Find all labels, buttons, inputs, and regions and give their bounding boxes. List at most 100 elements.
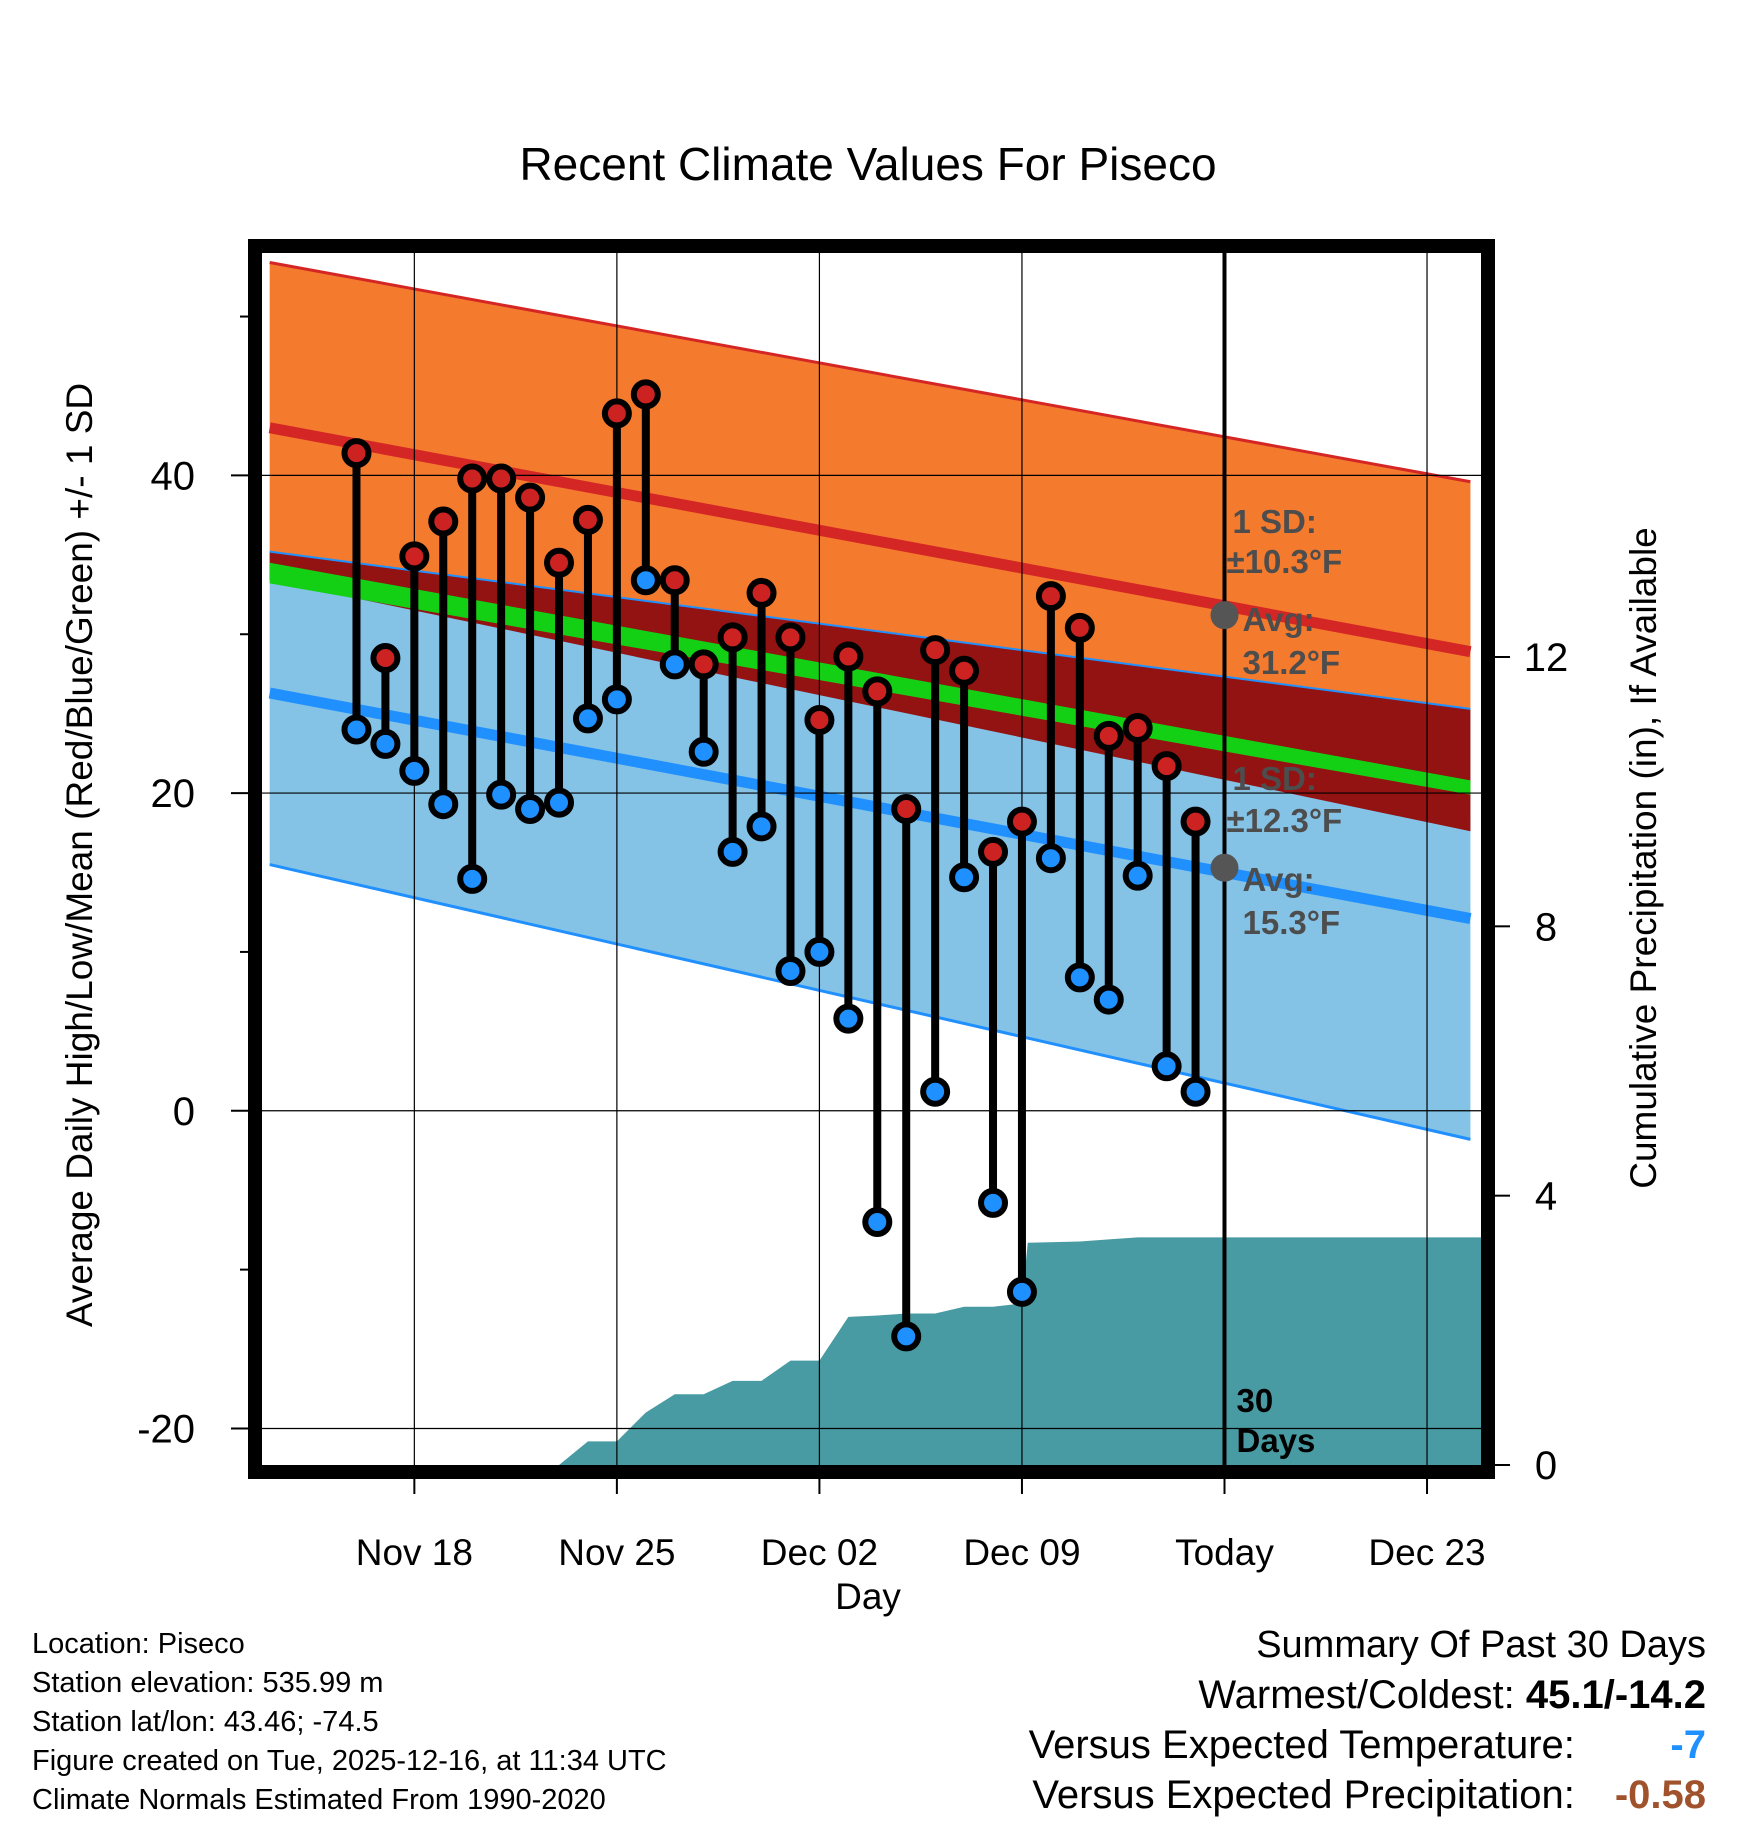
- high-point: [601, 398, 632, 429]
- station-elevation: Station elevation: 535.99 m: [32, 1667, 384, 1699]
- high-point: [1035, 581, 1066, 612]
- high-avg-marker: [1210, 601, 1239, 630]
- high-point: [717, 622, 748, 653]
- high-point: [746, 577, 777, 608]
- precip-vs-expected-value: -0.58: [1614, 1773, 1706, 1817]
- x-tick-label: Dec 23: [1368, 1532, 1485, 1573]
- low-point: [1151, 1051, 1182, 1082]
- warm-cold-label: Warmest/Coldest:: [1198, 1673, 1515, 1717]
- high-point: [775, 622, 806, 653]
- y2-axis-label: Cumulative Precipitation (in), If Availa…: [1623, 527, 1664, 1189]
- low-point: [746, 811, 777, 842]
- chart-title: Recent Climate Values For Piseco: [519, 138, 1216, 190]
- temp-vs-expected-value: -7: [1670, 1723, 1706, 1767]
- low-point: [833, 1003, 864, 1034]
- low-point: [891, 1321, 922, 1352]
- high-point: [1006, 806, 1037, 837]
- normals-source: Climate Normals Estimated From 1990-2020: [32, 1784, 606, 1816]
- high-point: [1122, 712, 1153, 743]
- low-point: [862, 1206, 893, 1237]
- low-avg-label: Avg:: [1242, 861, 1314, 898]
- low-point: [804, 936, 835, 967]
- y2-tick-label: 4: [1535, 1175, 1557, 1219]
- station-info: Location: Piseco Station elevation: 535.…: [32, 1625, 667, 1820]
- y-tick-label: 20: [151, 772, 196, 816]
- y2-tick-label: 8: [1535, 905, 1557, 949]
- high-point: [341, 438, 372, 469]
- low-sd-label: 1 SD:: [1232, 760, 1316, 797]
- summary-temp: Versus Expected Temperature: -7: [1029, 1720, 1706, 1770]
- low-point: [1093, 984, 1124, 1015]
- high-point: [949, 655, 980, 686]
- low-avg-value: 15.3°F: [1242, 904, 1340, 941]
- station-latlon: Station lat/lon: 43.46; -74.5: [32, 1706, 379, 1738]
- low-point: [1064, 962, 1095, 993]
- summary-warm-cold: Warmest/Coldest: 45.1/-14.2: [1029, 1670, 1706, 1720]
- low-point: [572, 703, 603, 734]
- high-sd-value: ±10.3°F: [1226, 543, 1342, 580]
- figure-created: Figure created on Tue, 2025-12-16, at 11…: [32, 1745, 667, 1777]
- temp-vs-expected-label: Versus Expected Temperature:: [1028, 1723, 1575, 1767]
- precip-area: [356, 1237, 1482, 1465]
- y-tick-label: 0: [173, 1090, 195, 1134]
- low-point: [1035, 843, 1066, 874]
- high-point: [515, 482, 546, 513]
- low-point: [630, 565, 661, 596]
- high-sd-label: 1 SD:: [1232, 503, 1316, 540]
- high-upper-line: [269, 261, 1471, 484]
- y-tick-label: -20: [137, 1407, 195, 1451]
- precip-vs-expected-label: Versus Expected Precipitation:: [1032, 1773, 1575, 1817]
- y2-tick-label: 0: [1535, 1444, 1557, 1488]
- low-point: [486, 779, 517, 810]
- high-point: [862, 676, 893, 707]
- low-point: [1006, 1276, 1037, 1307]
- low-point: [370, 728, 401, 759]
- low-point: [978, 1187, 1009, 1218]
- summary-panel: Summary Of Past 30 Days Warmest/Coldest:…: [1029, 1620, 1706, 1820]
- high-point: [688, 649, 719, 680]
- window-label-unit: Days: [1236, 1422, 1315, 1459]
- warm-cold-value: 45.1/-14.2: [1525, 1673, 1706, 1717]
- low-point: [949, 862, 980, 893]
- high-point: [659, 565, 690, 596]
- low-point: [399, 755, 430, 786]
- low-point: [457, 863, 488, 894]
- high-point: [399, 541, 430, 572]
- low-point: [717, 836, 748, 867]
- x-tick-label: Nov 25: [558, 1532, 675, 1573]
- x-tick-label: Today: [1175, 1532, 1274, 1573]
- low-lower-line: [269, 863, 1471, 1141]
- high-point: [891, 793, 922, 824]
- low-point: [659, 649, 690, 680]
- plot-frame: [248, 239, 1495, 1479]
- high-point: [428, 506, 459, 537]
- high-point: [457, 463, 488, 494]
- high-point: [833, 641, 864, 672]
- low-point: [544, 787, 575, 818]
- high-point: [630, 379, 661, 410]
- high-point: [486, 463, 517, 494]
- high-point: [920, 635, 951, 666]
- window-label-count: 30: [1236, 1382, 1273, 1419]
- high-point: [544, 547, 575, 578]
- low-point: [1180, 1076, 1211, 1107]
- low-point: [1122, 860, 1153, 891]
- low-point: [920, 1076, 951, 1107]
- y-axis-label: Average Daily High/Low/Mean (Red/Blue/Gr…: [59, 383, 100, 1327]
- climate-chart: Recent Climate Values For Piseco 1 SD:±1…: [59, 138, 1664, 1617]
- low-sd-value: ±12.3°F: [1226, 802, 1342, 839]
- high-point: [1151, 751, 1182, 782]
- station-location: Location: Piseco: [32, 1628, 245, 1660]
- high-avg-label: Avg:: [1242, 601, 1314, 638]
- high-point: [804, 705, 835, 736]
- y2-tick-label: 12: [1524, 636, 1569, 680]
- low-avg-marker: [1210, 853, 1239, 882]
- x-tick-label: Dec 09: [963, 1532, 1080, 1573]
- high-avg-value: 31.2°F: [1242, 644, 1340, 681]
- summary-title: Summary Of Past 30 Days: [1256, 1624, 1706, 1666]
- low-point: [688, 736, 719, 767]
- high-point: [1093, 720, 1124, 751]
- high-point: [1064, 612, 1095, 643]
- high-point: [978, 836, 1009, 867]
- low-point: [515, 793, 546, 824]
